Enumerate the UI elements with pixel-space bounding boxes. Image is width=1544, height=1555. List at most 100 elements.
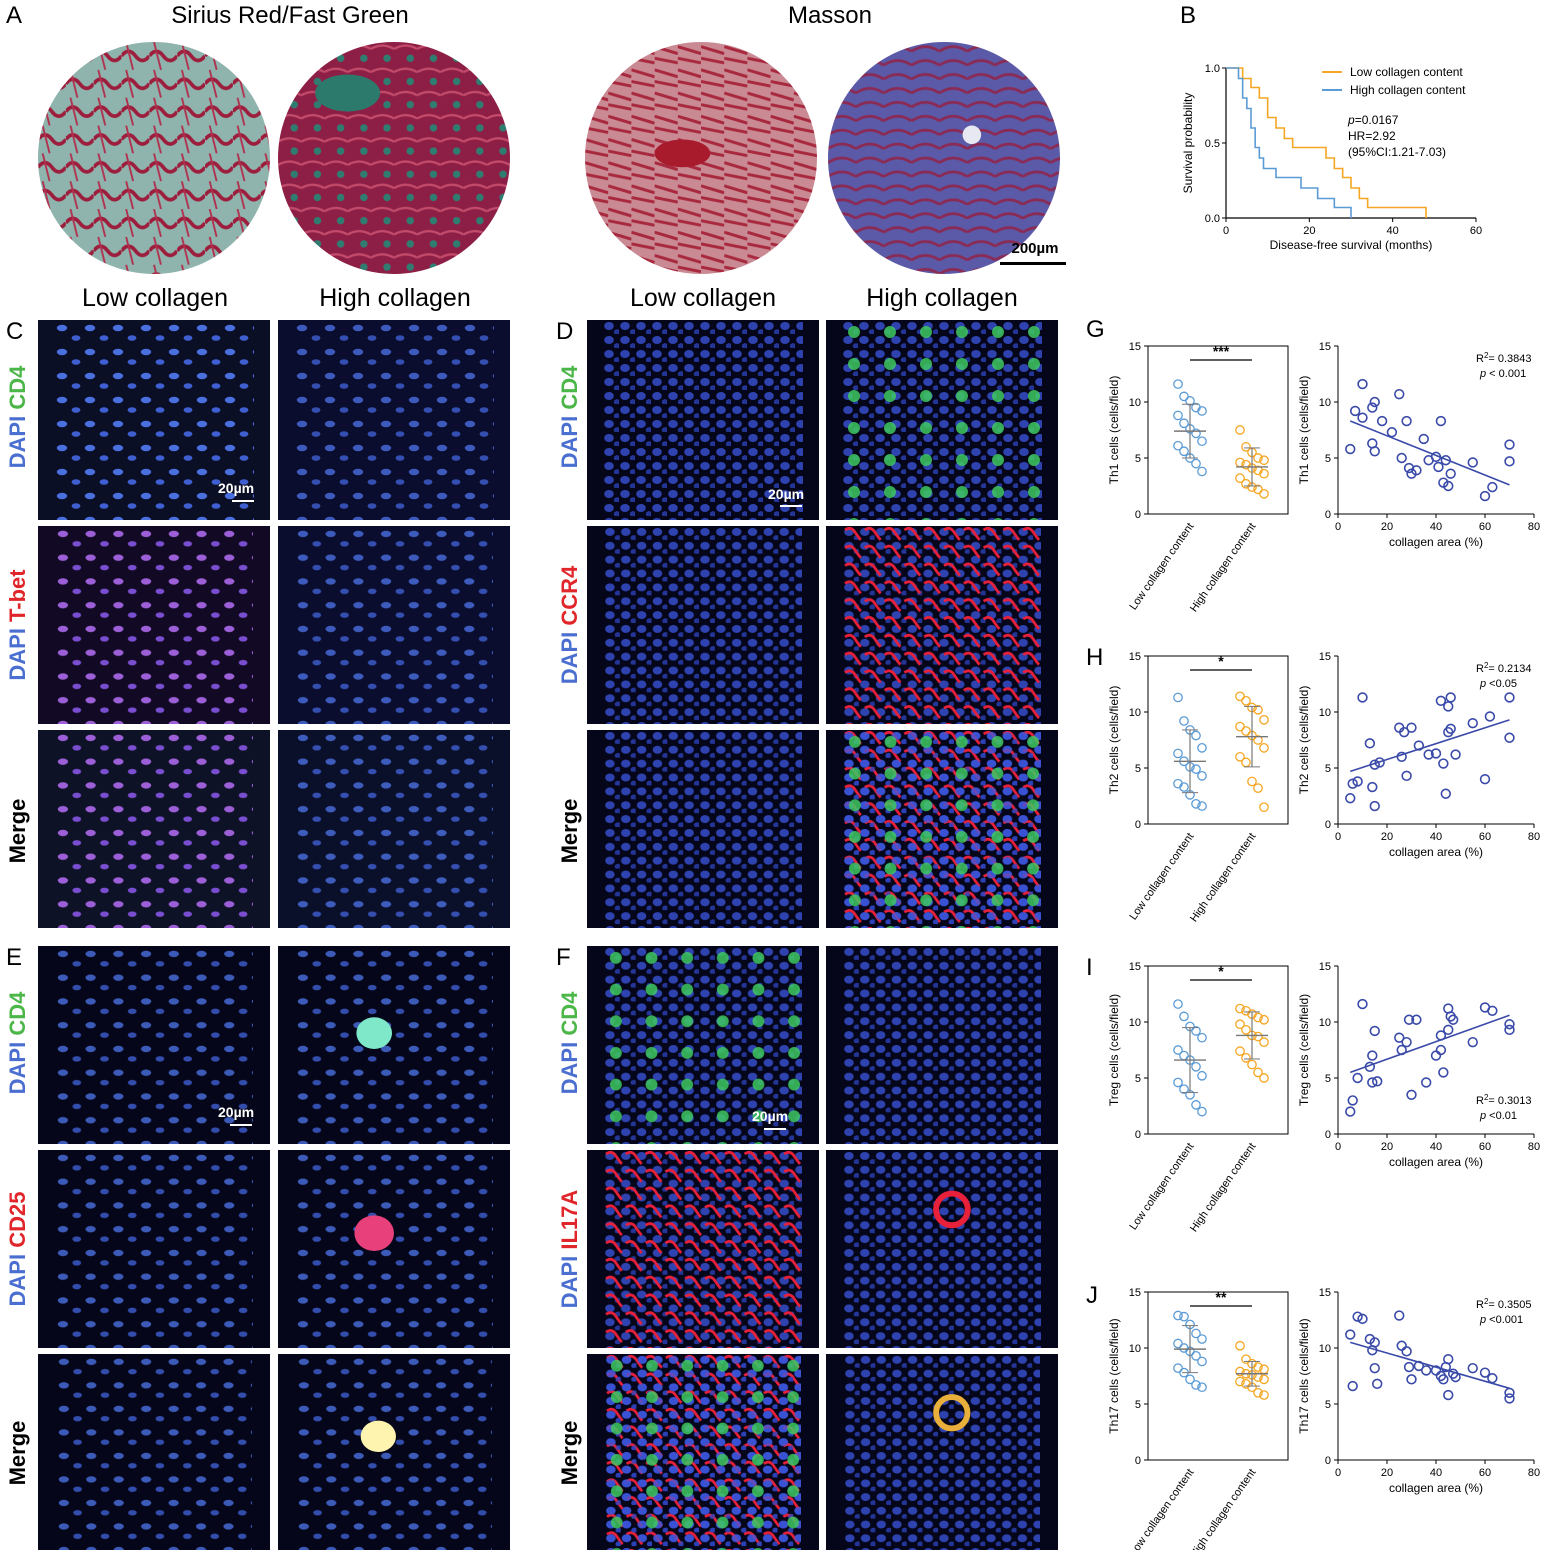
data-point	[1173, 440, 1183, 451]
d-low-ccr4	[587, 526, 819, 724]
reg-point	[1443, 1389, 1454, 1401]
masson-low-image	[585, 42, 817, 274]
data-point	[1259, 488, 1269, 499]
reg-point	[1401, 1346, 1412, 1357]
category-label: Low collagen content	[1127, 1467, 1196, 1550]
reg-x-tick-label: 40	[1430, 1141, 1442, 1153]
y-tick-label: 0.5	[1205, 138, 1220, 150]
data-point	[1235, 1003, 1245, 1014]
data-point	[1191, 1100, 1201, 1110]
r-squared-label: R2= 0.3843	[1476, 351, 1532, 366]
data-point	[1253, 1031, 1263, 1042]
panel-letter-a: A	[6, 2, 23, 29]
data-point	[1253, 453, 1263, 463]
y-tick-label: 15	[1129, 341, 1141, 353]
data-point	[1179, 391, 1189, 402]
reg-point	[1435, 1044, 1447, 1056]
data-point	[1259, 468, 1269, 479]
reg-x-tick-label: 80	[1528, 1467, 1540, 1479]
data-point	[1191, 764, 1201, 774]
reg-point	[1440, 788, 1451, 799]
reg-y-tick-label: 5	[1325, 1073, 1331, 1085]
data-point	[1235, 721, 1245, 732]
x-tick-label: 60	[1470, 225, 1482, 237]
y-tick-label: 0.0	[1205, 213, 1220, 225]
e-scale-label: 20µm	[218, 1104, 255, 1120]
p-value-label: p < 0.001	[1479, 368, 1526, 380]
masson-title: Masson	[787, 2, 873, 29]
e-high-cd4	[278, 946, 510, 1144]
survival-curve-0	[1226, 67, 1427, 218]
panel-d-col-high: High collagen	[866, 284, 1018, 312]
data-point	[1197, 436, 1207, 447]
data-point	[1173, 692, 1183, 703]
significance-stars: *	[1218, 653, 1224, 669]
data-point	[1241, 1354, 1251, 1365]
reg-x-tick-label: 60	[1479, 1141, 1491, 1153]
data-point	[1235, 1046, 1245, 1056]
reg-x-axis-label: collagen area (%)	[1389, 1155, 1483, 1169]
data-point	[1197, 742, 1207, 753]
reg-point	[1357, 1313, 1368, 1325]
reg-point	[1504, 456, 1515, 467]
f-low-il17a	[587, 1150, 819, 1348]
panel-c-col-high: High collagen	[319, 284, 471, 312]
y-tick-label: 5	[1135, 1399, 1141, 1411]
data-point	[1179, 446, 1189, 457]
y-tick-label: 0	[1135, 1129, 1141, 1141]
reg-point	[1364, 738, 1376, 749]
category-label: High collagen content	[1188, 1141, 1259, 1235]
panel-letter-f: F	[556, 944, 571, 971]
reg-point	[1445, 723, 1456, 735]
reg-x-tick-label: 0	[1335, 1141, 1341, 1153]
data-point	[1197, 770, 1207, 781]
r-squared-label: R2= 0.3013	[1476, 1093, 1532, 1108]
d-high-cd4	[826, 320, 1058, 520]
reg-point	[1398, 726, 1410, 738]
reg-y-tick-label: 5	[1325, 1399, 1331, 1411]
data-point	[1173, 379, 1183, 389]
reg-y-tick-label: 15	[1319, 1287, 1331, 1299]
reg-point	[1372, 1076, 1383, 1087]
survival-chart: 0.0 0.5 1.0 0 20 40 60 Disease-free survival (m…	[1170, 40, 1510, 270]
reg-point	[1369, 396, 1380, 408]
y-tick-label: 10	[1129, 707, 1141, 719]
reg-x-tick-label: 80	[1528, 521, 1540, 533]
reg-x-tick-label: 20	[1381, 1467, 1393, 1479]
reg-point	[1445, 692, 1456, 703]
reg-point	[1401, 1036, 1412, 1048]
p-value-label: p <0.001	[1479, 1314, 1523, 1326]
y-tick-label: 15	[1129, 1287, 1141, 1299]
panel-e-row1-label: DAPI CD4	[5, 991, 30, 1095]
reg-point	[1504, 439, 1515, 450]
y-tick-label: 15	[1129, 651, 1141, 663]
reg-point	[1357, 998, 1368, 1010]
data-point	[1259, 802, 1269, 813]
reg-point	[1443, 1353, 1454, 1365]
e-low-cd25	[38, 1150, 270, 1348]
reg-y-axis-label: Th2 cells (cells/field)	[1297, 686, 1311, 795]
y-tick-label: 5	[1135, 453, 1141, 465]
y-tick-label: 0	[1135, 819, 1141, 831]
panel-d-col-low: Low collagen	[630, 284, 776, 312]
reg-x-tick-label: 0	[1335, 831, 1341, 843]
p-value-label: p <0.05	[1479, 678, 1517, 690]
data-point	[1191, 458, 1201, 469]
panel-letter-c: C	[6, 318, 24, 345]
data-point	[1247, 1059, 1257, 1070]
reg-point	[1467, 457, 1478, 468]
reg-point	[1367, 1050, 1378, 1061]
reg-y-axis-label: Th1 cells (cells/field)	[1297, 376, 1311, 485]
reg-x-tick-label: 0	[1335, 521, 1341, 533]
y-tick-label: 10	[1129, 397, 1141, 409]
data-point	[1173, 999, 1183, 1009]
y-axis-label: Survival probability	[1181, 93, 1195, 194]
reg-point	[1450, 749, 1461, 760]
panel-d-row2-label: DAPI CCR4	[557, 565, 582, 685]
data-point	[1179, 1011, 1189, 1022]
dotplot-frame	[1147, 965, 1289, 1135]
data-point	[1241, 441, 1251, 452]
data-point	[1173, 1338, 1183, 1349]
reg-x-tick-label: 60	[1479, 831, 1491, 843]
reg-point	[1438, 758, 1449, 769]
